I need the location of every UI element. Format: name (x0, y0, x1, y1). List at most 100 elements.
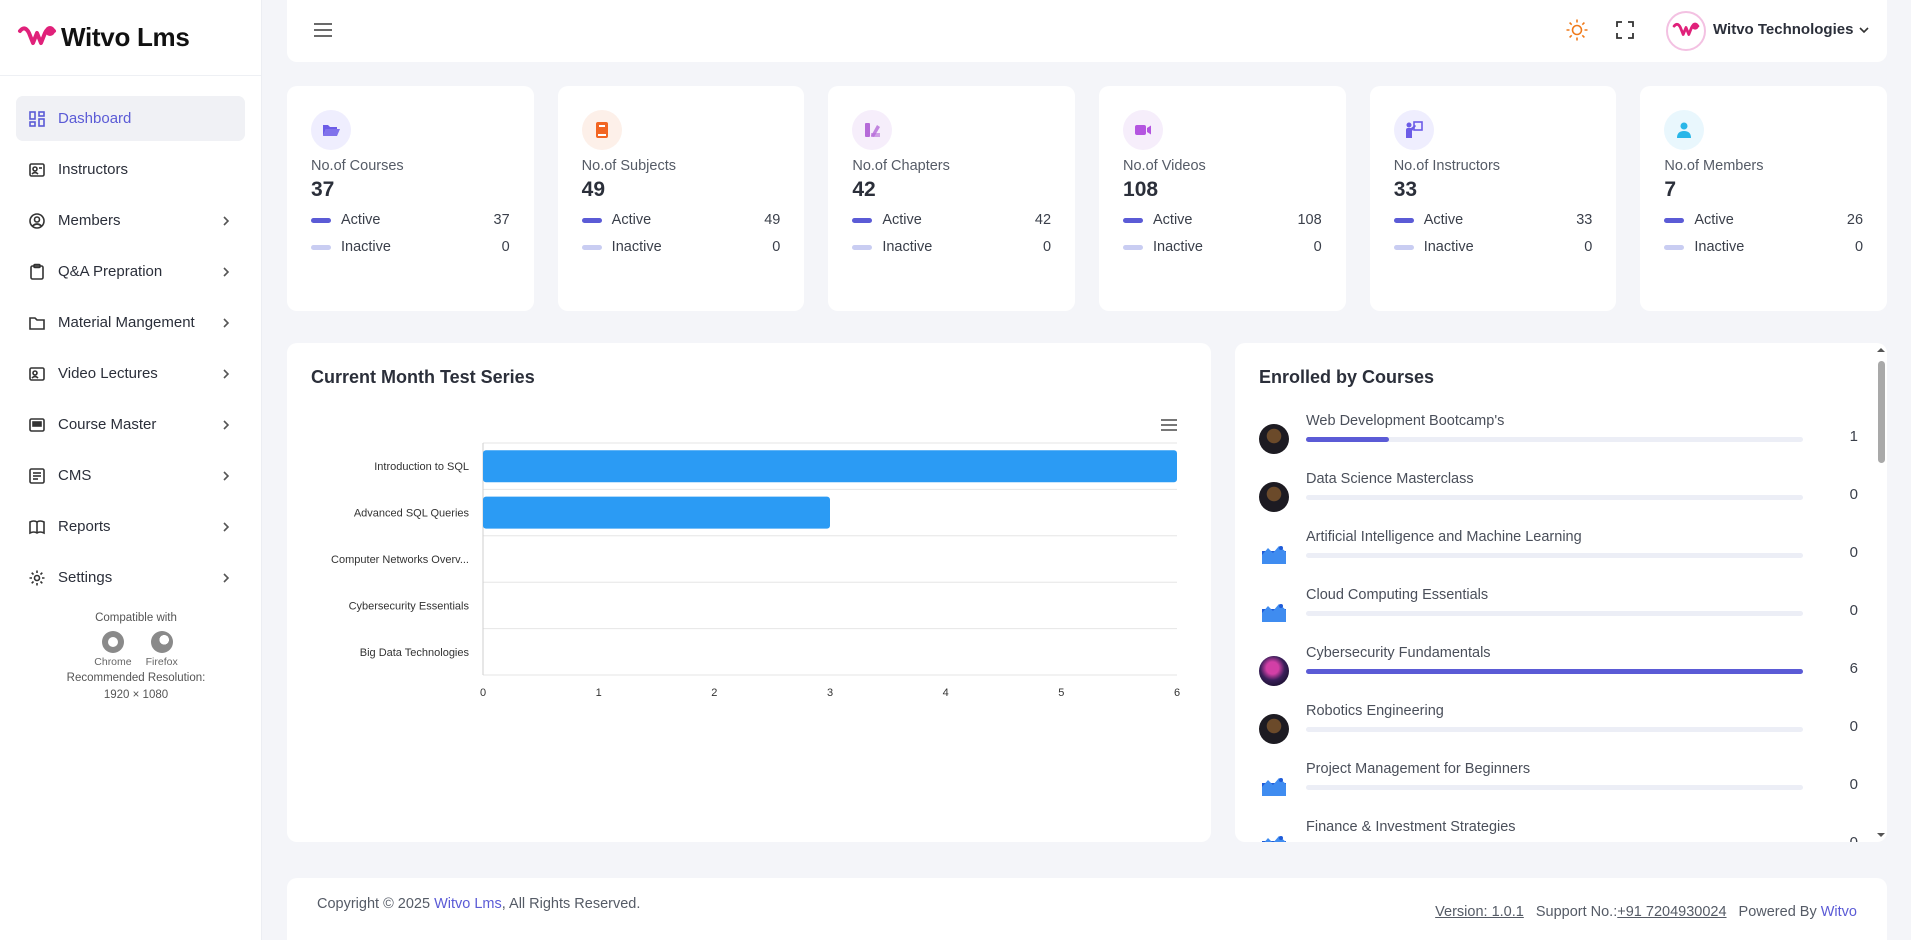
card-value: 108 (1123, 178, 1159, 201)
sidebar-item-label: Material Mangement (58, 314, 195, 331)
enroll-progress (1306, 553, 1803, 558)
sidebar-item-course-master[interactable]: Course Master (16, 402, 245, 447)
sidebar-item-material-mangement[interactable]: Material Mangement (16, 300, 245, 345)
x-tick-label: 6 (1174, 687, 1180, 699)
scroll-thumb[interactable] (1878, 361, 1885, 463)
course-thumbnail (1259, 656, 1289, 686)
company-menu[interactable]: Witvo Technologies (1713, 21, 1871, 38)
test-series-bar-chart: Introduction to SQL Advanced SQL Queries C… (331, 442, 1180, 699)
fullscreen-icon[interactable] (1615, 20, 1635, 40)
enroll-count: 0 (1849, 776, 1858, 793)
sidebar-item-settings[interactable]: Settings (16, 555, 245, 600)
card-value: 42 (852, 178, 876, 201)
sidebar-item-label: Video Lectures (58, 365, 158, 382)
x-tick-label: 4 (943, 687, 949, 699)
document-icon (28, 467, 46, 485)
chart-menu-icon[interactable] (1160, 418, 1178, 432)
scroll-up-icon[interactable] (1875, 345, 1887, 355)
menu-toggle-icon[interactable] (313, 22, 333, 38)
course-thumbnail (1259, 482, 1289, 512)
inactive-pill (1393, 244, 1414, 250)
active-row: Active 33 (1393, 211, 1593, 229)
card-icon-wrap (1664, 110, 1705, 150)
inactive-label: Inactive (611, 239, 662, 255)
list-item[interactable]: Artificial Intelligence and Machine Lear… (1235, 529, 1875, 587)
active-pill (311, 217, 331, 223)
card-icon-wrap (581, 110, 622, 150)
chrome-icon (101, 631, 124, 653)
user-circle-icon (28, 212, 46, 230)
active-label: Active (1694, 212, 1734, 228)
sidebar-item-label: Settings (58, 569, 113, 586)
version-link[interactable]: Version: 1.0.1 (1435, 904, 1524, 920)
category-label: Introduction to SQL (374, 461, 469, 473)
card-icon-wrap (1393, 110, 1434, 150)
sidebar-item-video-lectures[interactable]: Video Lectures (16, 351, 245, 396)
sidebar-item-cms[interactable]: CMS (16, 453, 245, 498)
active-count: 33 (1576, 212, 1593, 228)
company-name: Witvo Technologies (1713, 21, 1854, 38)
sidebar-item-label: Reports (58, 518, 111, 535)
enroll-progress (1306, 495, 1803, 500)
enroll-progress (1306, 669, 1803, 674)
sidebar-item-instructors[interactable]: Instructors (16, 147, 245, 192)
list-item[interactable]: Robotics Engineering 0 (1235, 703, 1875, 761)
support: Support No.:+91 7204930024 (1536, 904, 1727, 920)
active-row: Active 42 (852, 211, 1051, 229)
course-thumbnail (1259, 714, 1289, 744)
active-count: 26 (1846, 212, 1864, 228)
support-label: Support No.: (1535, 904, 1618, 920)
inactive-count: 0 (501, 239, 510, 255)
copyright-brand-link[interactable]: Witvo Lms (434, 896, 502, 912)
chevron-right-icon (223, 419, 230, 430)
brand[interactable]: Witvo Lms (0, 0, 261, 76)
sidebar-item-qa-prepration[interactable]: Q&A Prepration (16, 249, 245, 294)
theme-toggle-sun-icon[interactable] (1565, 18, 1589, 42)
list-item[interactable]: Finance & Investment Strategies 0 (1235, 819, 1875, 842)
course-name: Data Science Masterclass (1306, 471, 1474, 487)
card-value: 33 (1393, 178, 1418, 201)
avatar[interactable] (1666, 11, 1706, 51)
course-thumbnail (1261, 775, 1287, 797)
powered-brand-link[interactable]: Witvo (1820, 904, 1857, 920)
list-item[interactable]: Project Management for Beginners 0 (1235, 761, 1875, 819)
sidebar-nav: Dashboard Instructors Members Q&A Prepra… (0, 76, 261, 704)
enrolled-scrollbar[interactable] (1875, 343, 1887, 842)
enroll-progress (1306, 437, 1803, 442)
test-series-panel: Current Month Test Series Introduction t… (287, 343, 1211, 842)
copyright-prefix: Copyright © 2025 (317, 896, 435, 912)
brand-name: Witvo Lms (61, 22, 190, 52)
category-label: Big Data Technologies (360, 647, 470, 659)
grid-icon (28, 110, 46, 128)
course-thumbnail (1261, 543, 1287, 565)
active-row: Active 49 (581, 211, 780, 229)
chevron-right-icon (223, 521, 230, 532)
list-item[interactable]: Web Development Bootcamp's 1 (1235, 413, 1875, 471)
list-item[interactable]: Data Science Masterclass 0 (1235, 471, 1875, 529)
sidebar-item-members[interactable]: Members (16, 198, 245, 243)
bar (483, 450, 1177, 483)
active-count: 108 (1297, 212, 1322, 228)
active-count: 42 (1034, 212, 1052, 228)
enroll-progress-fill (1306, 669, 1803, 674)
firefox-icon (150, 631, 173, 653)
footer-meta: Version: 1.0.1 Support No.:+91 720493002… (1435, 904, 1857, 920)
active-pill (1123, 217, 1144, 223)
category-label: Cybersecurity Essentials (349, 600, 470, 612)
enroll-count: 1 (1849, 428, 1858, 445)
chevron-right-icon (223, 368, 230, 379)
active-label: Active (1153, 212, 1193, 228)
stat-card-chapters: No.of Chapters 42 Active 42 Inactive 0 (828, 86, 1076, 311)
inactive-pill (1123, 244, 1144, 250)
enroll-count: 0 (1849, 602, 1858, 619)
chevron-right-icon (223, 572, 230, 583)
sidebar-item-reports[interactable]: Reports (16, 504, 245, 549)
inactive-pill (311, 244, 331, 250)
sidebar-item-dashboard[interactable]: Dashboard (16, 96, 245, 141)
support-number-link[interactable]: +91 7204930024 (1617, 904, 1727, 920)
list-item[interactable]: Cloud Computing Essentials 0 (1235, 587, 1875, 645)
list-item[interactable]: Cybersecurity Fundamentals 6 (1235, 645, 1875, 703)
enroll-progress (1306, 727, 1803, 732)
course-name: Finance & Investment Strategies (1306, 819, 1516, 835)
scroll-down-icon[interactable] (1875, 830, 1887, 840)
